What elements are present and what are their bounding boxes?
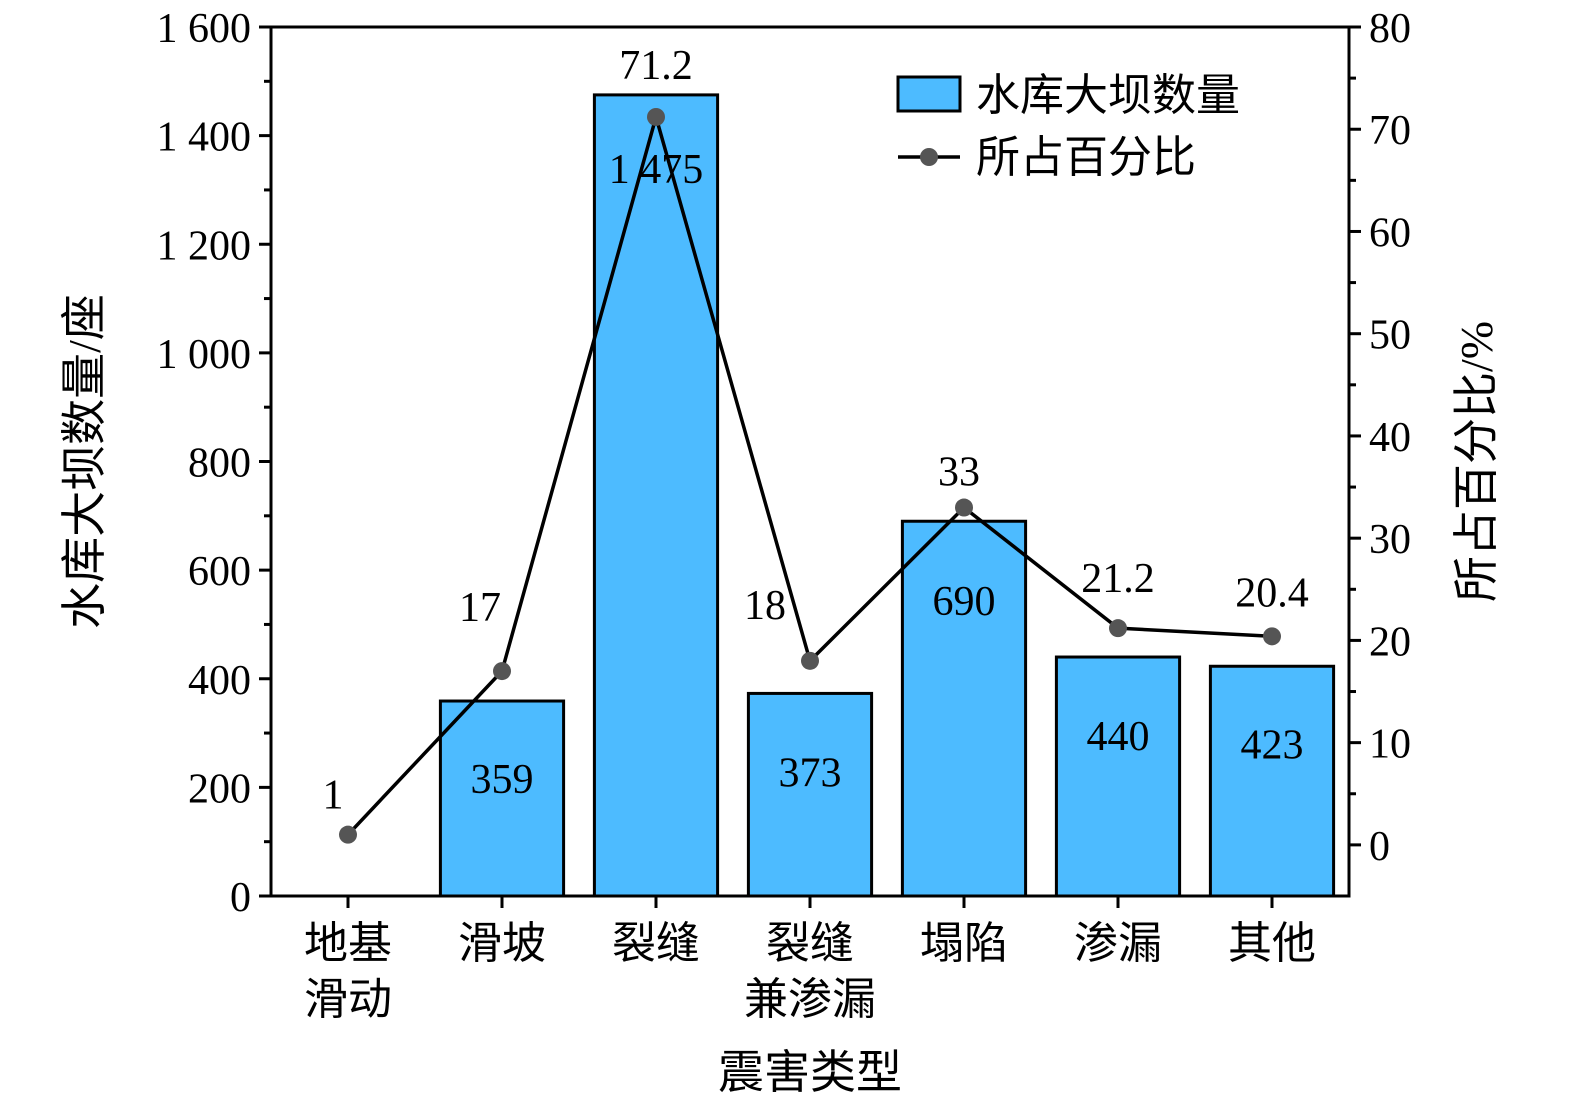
bar-value-label-4: 690 — [933, 579, 996, 625]
y2-tick-label-8: 80 — [1369, 6, 1411, 52]
line-labels-layer: 1 17 71.2 18 33 21.2 20.4 — [323, 43, 1309, 819]
x-tick-label-0-1: 滑动 — [304, 975, 392, 1024]
y-tick-label-1: 200 — [188, 766, 251, 812]
y-tick-label-2: 400 — [188, 658, 251, 704]
x-tick-label-4-0: 塌陷 — [920, 919, 1008, 968]
x-tick-label-5-0: 渗漏 — [1074, 919, 1162, 968]
line-point-1 — [493, 662, 511, 681]
y-tick-label-3: 600 — [188, 549, 251, 595]
bar-6 — [1208, 664, 1336, 898]
bar-value-label-3: 373 — [779, 750, 842, 796]
y-tick-label-7: 1 400 — [157, 115, 252, 161]
bar-value-label-2: 1 475 — [609, 147, 704, 193]
bar-2 — [592, 93, 720, 898]
line-value-label-5: 21.2 — [1081, 556, 1155, 602]
axes-layer: 0 200 400 600 800 1 000 1 200 1 400 1 600 0 10 20 30… — [59, 6, 1502, 1098]
x-tick-label-6-0: 其他 — [1228, 919, 1316, 968]
legend-line-marker — [920, 148, 938, 166]
y-tick-label-5: 1 000 — [157, 332, 252, 378]
legend-bar-label: 水库大坝数量 — [976, 71, 1240, 120]
line-value-label-6: 20.4 — [1235, 570, 1309, 616]
bar-4 — [900, 519, 1028, 898]
y2-tick-label-0: 0 — [1369, 824, 1390, 870]
line-point-0 — [339, 825, 357, 844]
y-axis-title: 水库大坝数量/座 — [59, 294, 110, 629]
y2-tick-label-5: 50 — [1369, 313, 1411, 359]
line-point-4 — [955, 498, 973, 517]
line-value-label-4: 33 — [938, 450, 980, 496]
line-value-label-2: 71.2 — [619, 43, 693, 89]
bar-5 — [1054, 655, 1182, 898]
legend-line-label: 所占百分比 — [976, 133, 1196, 182]
line-value-label-0: 1 — [323, 773, 344, 819]
x-axis-title: 震害类型 — [718, 1047, 902, 1098]
line-value-label-3: 18 — [744, 583, 786, 629]
x-tick-label-1-0: 滑坡 — [458, 919, 546, 968]
line-point-6 — [1263, 627, 1281, 646]
y2-tick-label-4: 40 — [1369, 415, 1411, 461]
bar-labels-layer: 359 1 475 373 690 440 423 — [471, 147, 1304, 803]
line-value-label-1: 17 — [459, 585, 501, 631]
y-tick-label-8: 1 600 — [157, 6, 252, 52]
y2-tick-label-3: 30 — [1369, 517, 1411, 563]
legend-bar-swatch — [896, 75, 962, 113]
bar-value-label-1: 359 — [471, 757, 534, 803]
y-tick-label-0: 0 — [230, 875, 251, 921]
line-layer — [339, 107, 1281, 844]
bars-layer — [438, 93, 1336, 898]
bar-1 — [438, 699, 566, 898]
bar-3 — [746, 691, 874, 898]
y2-tick-label-2: 20 — [1369, 619, 1411, 665]
y2-tick-label-6: 60 — [1369, 210, 1411, 256]
y-tick-label-4: 800 — [188, 441, 251, 487]
y2-axis-title: 所占百分比/% — [1451, 321, 1502, 602]
y-tick-label-6: 1 200 — [157, 223, 252, 269]
x-tick-label-2-0: 裂缝 — [612, 919, 700, 968]
bar-value-label-6: 423 — [1241, 722, 1304, 768]
y2-tick-label-7: 70 — [1369, 108, 1411, 154]
bar-value-label-5: 440 — [1087, 714, 1150, 760]
x-tick-label-0-0: 地基 — [304, 919, 392, 968]
line-point-3 — [801, 651, 819, 670]
x-tick-label-3-1: 兼渗漏 — [744, 975, 876, 1024]
y2-tick-label-1: 10 — [1369, 722, 1411, 768]
line-point-5 — [1109, 619, 1127, 638]
line-point-2 — [647, 107, 665, 126]
x-tick-label-3-0: 裂缝 — [766, 919, 854, 968]
